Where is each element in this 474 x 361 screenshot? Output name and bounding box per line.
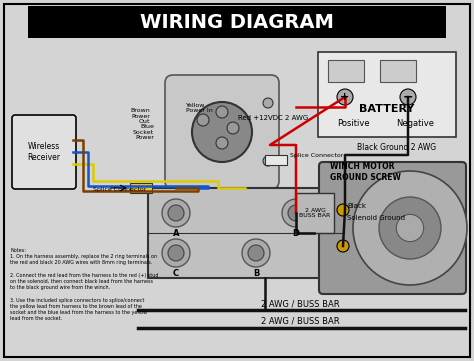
Circle shape (337, 89, 353, 105)
Text: 2 AWG / BUSS BAR: 2 AWG / BUSS BAR (261, 317, 339, 326)
Circle shape (162, 239, 190, 267)
Circle shape (197, 114, 209, 126)
FancyBboxPatch shape (148, 188, 343, 278)
Circle shape (263, 156, 273, 166)
Text: 2 AWG
BUSS BAR: 2 AWG BUSS BAR (300, 208, 331, 218)
Text: A: A (173, 229, 179, 238)
Circle shape (168, 205, 184, 221)
Text: BATTERY: BATTERY (359, 104, 415, 114)
Circle shape (168, 245, 184, 261)
Text: Splice Connector: Splice Connector (290, 152, 343, 157)
FancyBboxPatch shape (318, 52, 456, 137)
Circle shape (216, 137, 228, 149)
FancyBboxPatch shape (328, 60, 364, 82)
FancyBboxPatch shape (28, 6, 446, 38)
Text: Yellow
Power In: Yellow Power In (186, 103, 213, 113)
Circle shape (192, 102, 252, 162)
FancyBboxPatch shape (130, 183, 152, 193)
FancyBboxPatch shape (380, 60, 416, 82)
Circle shape (263, 98, 273, 108)
FancyBboxPatch shape (319, 162, 466, 294)
Circle shape (282, 199, 310, 227)
Circle shape (288, 205, 304, 221)
Circle shape (353, 171, 467, 285)
Text: Black Ground 2 AWG: Black Ground 2 AWG (357, 143, 437, 152)
Text: WIRING DIAGRAM: WIRING DIAGRAM (140, 13, 334, 32)
Circle shape (216, 106, 228, 118)
Text: Black: Black (347, 203, 366, 209)
Circle shape (162, 199, 190, 227)
Text: +: + (340, 92, 350, 102)
Text: WINCH MOTOR
GROUND SCREW: WINCH MOTOR GROUND SCREW (330, 162, 401, 182)
Text: Splice Connector: Splice Connector (93, 187, 146, 192)
Text: 2 AWG / BUSS BAR: 2 AWG / BUSS BAR (261, 300, 339, 309)
Text: Wireless
Receiver: Wireless Receiver (27, 142, 61, 162)
Circle shape (248, 245, 264, 261)
Circle shape (242, 239, 270, 267)
Text: Positive: Positive (337, 119, 369, 129)
FancyBboxPatch shape (296, 193, 334, 233)
Circle shape (400, 89, 416, 105)
Text: Red +12VDC 2 AWG: Red +12VDC 2 AWG (238, 115, 308, 121)
Circle shape (379, 197, 441, 259)
Text: D: D (292, 229, 300, 238)
FancyBboxPatch shape (165, 75, 279, 189)
Text: Brown
Power
Out: Brown Power Out (130, 108, 150, 124)
Text: Negative: Negative (396, 119, 434, 129)
Text: C: C (173, 269, 179, 278)
FancyBboxPatch shape (265, 155, 287, 165)
Circle shape (227, 122, 239, 134)
Text: Solenoid Ground: Solenoid Ground (347, 215, 405, 221)
Text: Notes:
1. On the harness assembly, replace the 2 ring terminals on
the red and b: Notes: 1. On the harness assembly, repla… (10, 248, 158, 321)
FancyBboxPatch shape (12, 115, 76, 189)
Text: B: B (253, 269, 259, 278)
Text: Blue
Socket
Power: Blue Socket Power (133, 124, 154, 140)
Circle shape (337, 240, 349, 252)
Circle shape (396, 214, 424, 242)
Circle shape (337, 204, 349, 216)
Text: −: − (403, 91, 413, 104)
